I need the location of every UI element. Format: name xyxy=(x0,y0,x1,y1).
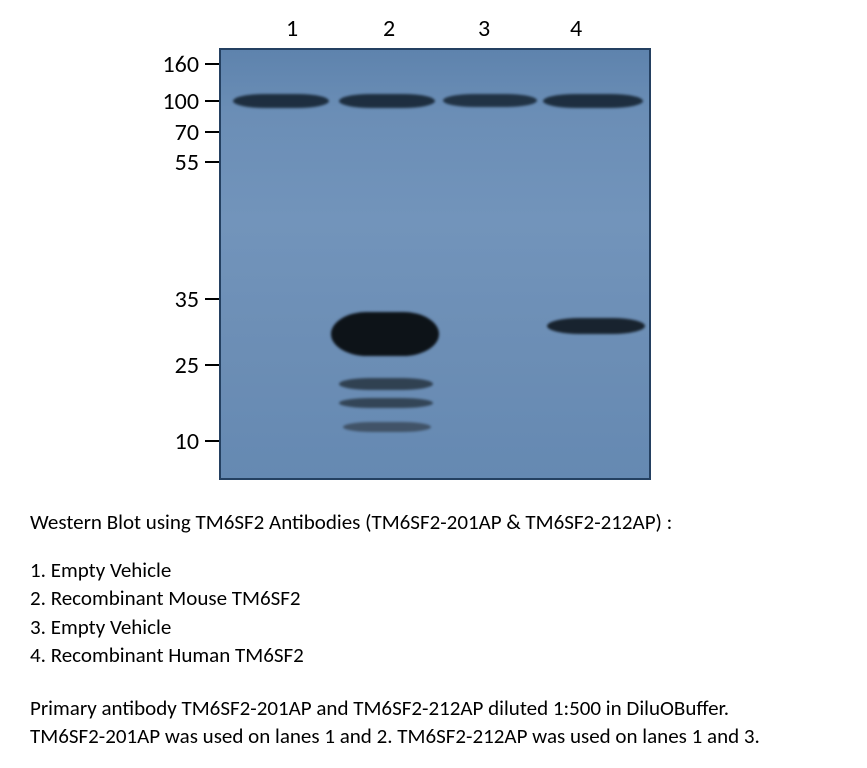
blot-band xyxy=(339,378,433,390)
mw-marker: 160 xyxy=(163,54,220,74)
mw-marker: 70 xyxy=(175,122,219,142)
blot-band xyxy=(543,94,643,108)
figure-area: 1 2 3 4 1601007055352510 xyxy=(0,0,867,490)
western-blot xyxy=(219,48,651,480)
mw-marker: 55 xyxy=(175,152,219,172)
list-item: 4. Recombinant Human TM6SF2 xyxy=(30,641,304,669)
list-item: 1. Empty Vehicle xyxy=(30,556,304,584)
lane-label-1: 1 xyxy=(286,14,298,43)
caption-list: 1. Empty Vehicle 2. Recombinant Mouse TM… xyxy=(30,556,304,669)
lane-label-3: 3 xyxy=(478,14,490,43)
blot-band xyxy=(331,312,439,356)
mw-marker-tick xyxy=(205,131,219,133)
mw-marker-value: 35 xyxy=(175,285,199,314)
blot-band xyxy=(343,422,431,432)
caption-footer: Primary antibody TM6SF2-201AP and TM6SF2… xyxy=(30,694,760,751)
mw-marker-tick xyxy=(205,100,219,102)
lane-label-4: 4 xyxy=(570,14,582,43)
list-item: 3. Empty Vehicle xyxy=(30,613,304,641)
mw-marker: 10 xyxy=(175,431,219,451)
footer-line: Primary antibody TM6SF2-201AP and TM6SF2… xyxy=(30,694,760,722)
mw-marker: 35 xyxy=(175,289,219,309)
lane-labels-row: 1 2 3 4 xyxy=(0,14,867,44)
blot-band xyxy=(339,398,433,408)
blot-band xyxy=(547,318,645,334)
blot-background xyxy=(221,50,649,478)
mw-marker-value: 100 xyxy=(163,87,200,116)
blot-band xyxy=(443,94,537,107)
mw-marker-tick xyxy=(205,161,219,163)
caption-title: Western Blot using TM6SF2 Antibodies (TM… xyxy=(30,508,672,536)
footer-line: TM6SF2-201AP was used on lanes 1 and 2. … xyxy=(30,722,760,750)
list-item: 2. Recombinant Mouse TM6SF2 xyxy=(30,584,304,612)
mw-marker-value: 25 xyxy=(175,351,199,380)
mw-markers: 1601007055352510 xyxy=(0,48,219,480)
lane-label-2: 2 xyxy=(383,14,395,43)
mw-marker-tick xyxy=(205,63,219,65)
mw-marker-value: 160 xyxy=(163,50,200,79)
mw-marker-value: 55 xyxy=(175,148,199,177)
mw-marker: 100 xyxy=(163,91,220,111)
mw-marker-value: 70 xyxy=(175,118,199,147)
blot-band xyxy=(339,94,435,108)
mw-marker-value: 10 xyxy=(175,427,199,456)
mw-marker-tick xyxy=(205,298,219,300)
blot-band xyxy=(233,94,329,108)
mw-marker: 25 xyxy=(175,355,219,375)
mw-marker-tick xyxy=(205,364,219,366)
mw-marker-tick xyxy=(205,440,219,442)
